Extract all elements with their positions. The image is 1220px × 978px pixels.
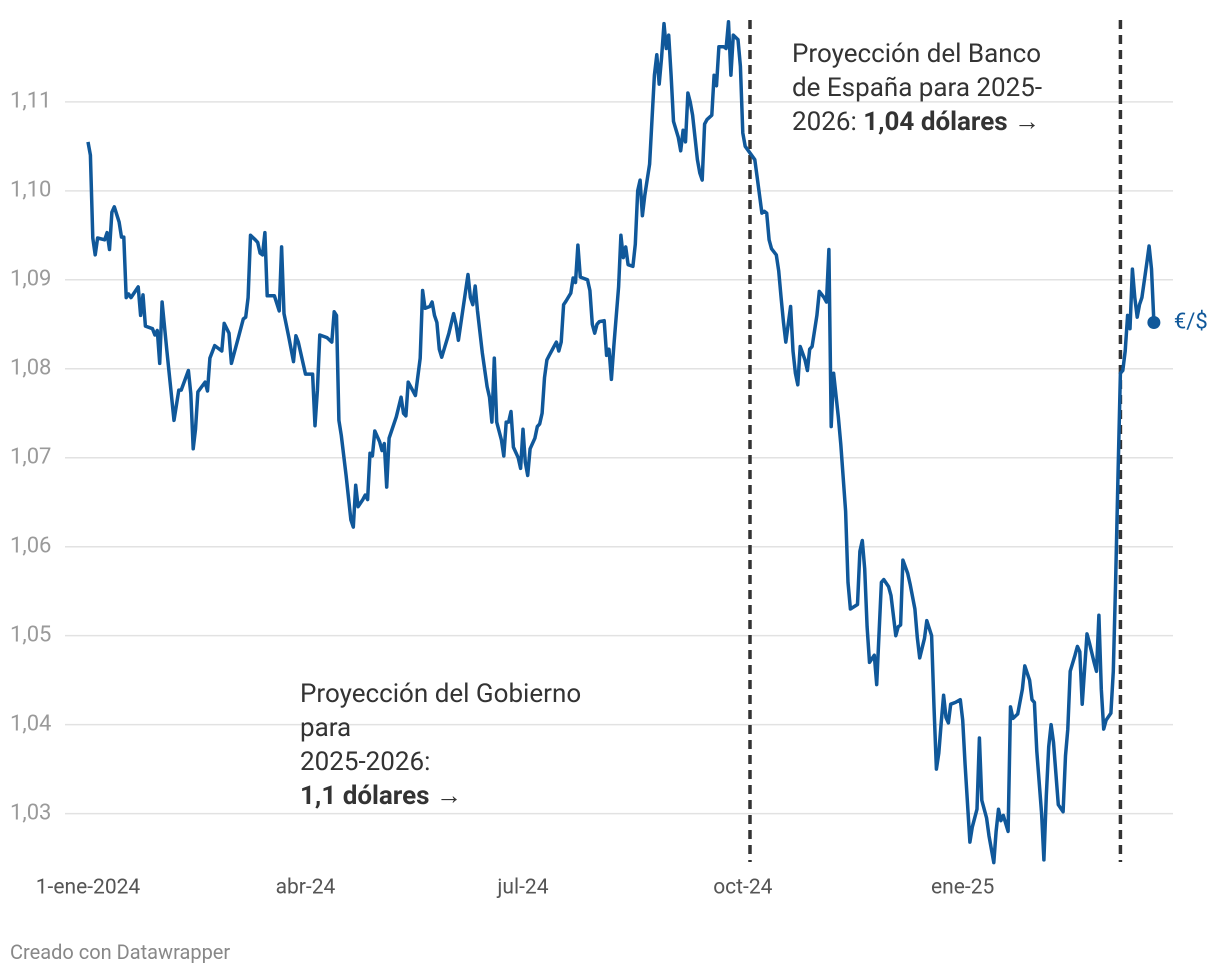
x-tick-label: ene-25 [931, 876, 994, 900]
y-tick-label: 1,11 [10, 89, 51, 114]
y-tick-label: 1,06 [10, 534, 51, 559]
y-tick-label: 1,05 [10, 622, 51, 647]
x-tick-label: oct-24 [713, 876, 772, 900]
annotation-line: de España para 2025- [792, 73, 1043, 103]
annotation-bold: 1,04 dólares → [863, 107, 1041, 137]
annotation-line: 1,1 dólares → [300, 779, 581, 813]
annotation-line: Proyección del Gobierno [300, 679, 582, 709]
y-tick-label: 1,07 [10, 445, 51, 470]
y-tick-label: 1,03 [10, 800, 51, 825]
annotation-line: 2025-2026: [300, 747, 431, 777]
series-line [86, 20, 1156, 865]
annotation: Proyección del Gobierno para 2025-2026: … [300, 677, 581, 813]
y-tick-label: 1,08 [10, 356, 51, 381]
y-tick-label: 1,09 [10, 267, 51, 292]
annotation-line: Proyección del Banco [792, 39, 1042, 69]
x-tick-label: jul-24 [496, 876, 548, 900]
y-tick-label: 1,10 [10, 178, 51, 203]
annotation-text: 2026: [792, 107, 857, 137]
annotation-line: para [300, 713, 352, 743]
y-tick-label: 1,04 [10, 711, 51, 736]
x-tick-label: 1-ene-2024 [36, 876, 141, 900]
annotation-line: 2026: 1,04 dólares → [792, 105, 1042, 139]
end-dot [1147, 316, 1161, 329]
annotation-bold: 1,1 dólares → [300, 781, 462, 811]
annotation: Proyección del Banco de España para 2025… [792, 37, 1042, 139]
series-label: €/$ [1174, 309, 1208, 334]
source-note: Creado con Datawrapper [10, 940, 231, 964]
x-tick-label: abr-24 [276, 876, 336, 900]
